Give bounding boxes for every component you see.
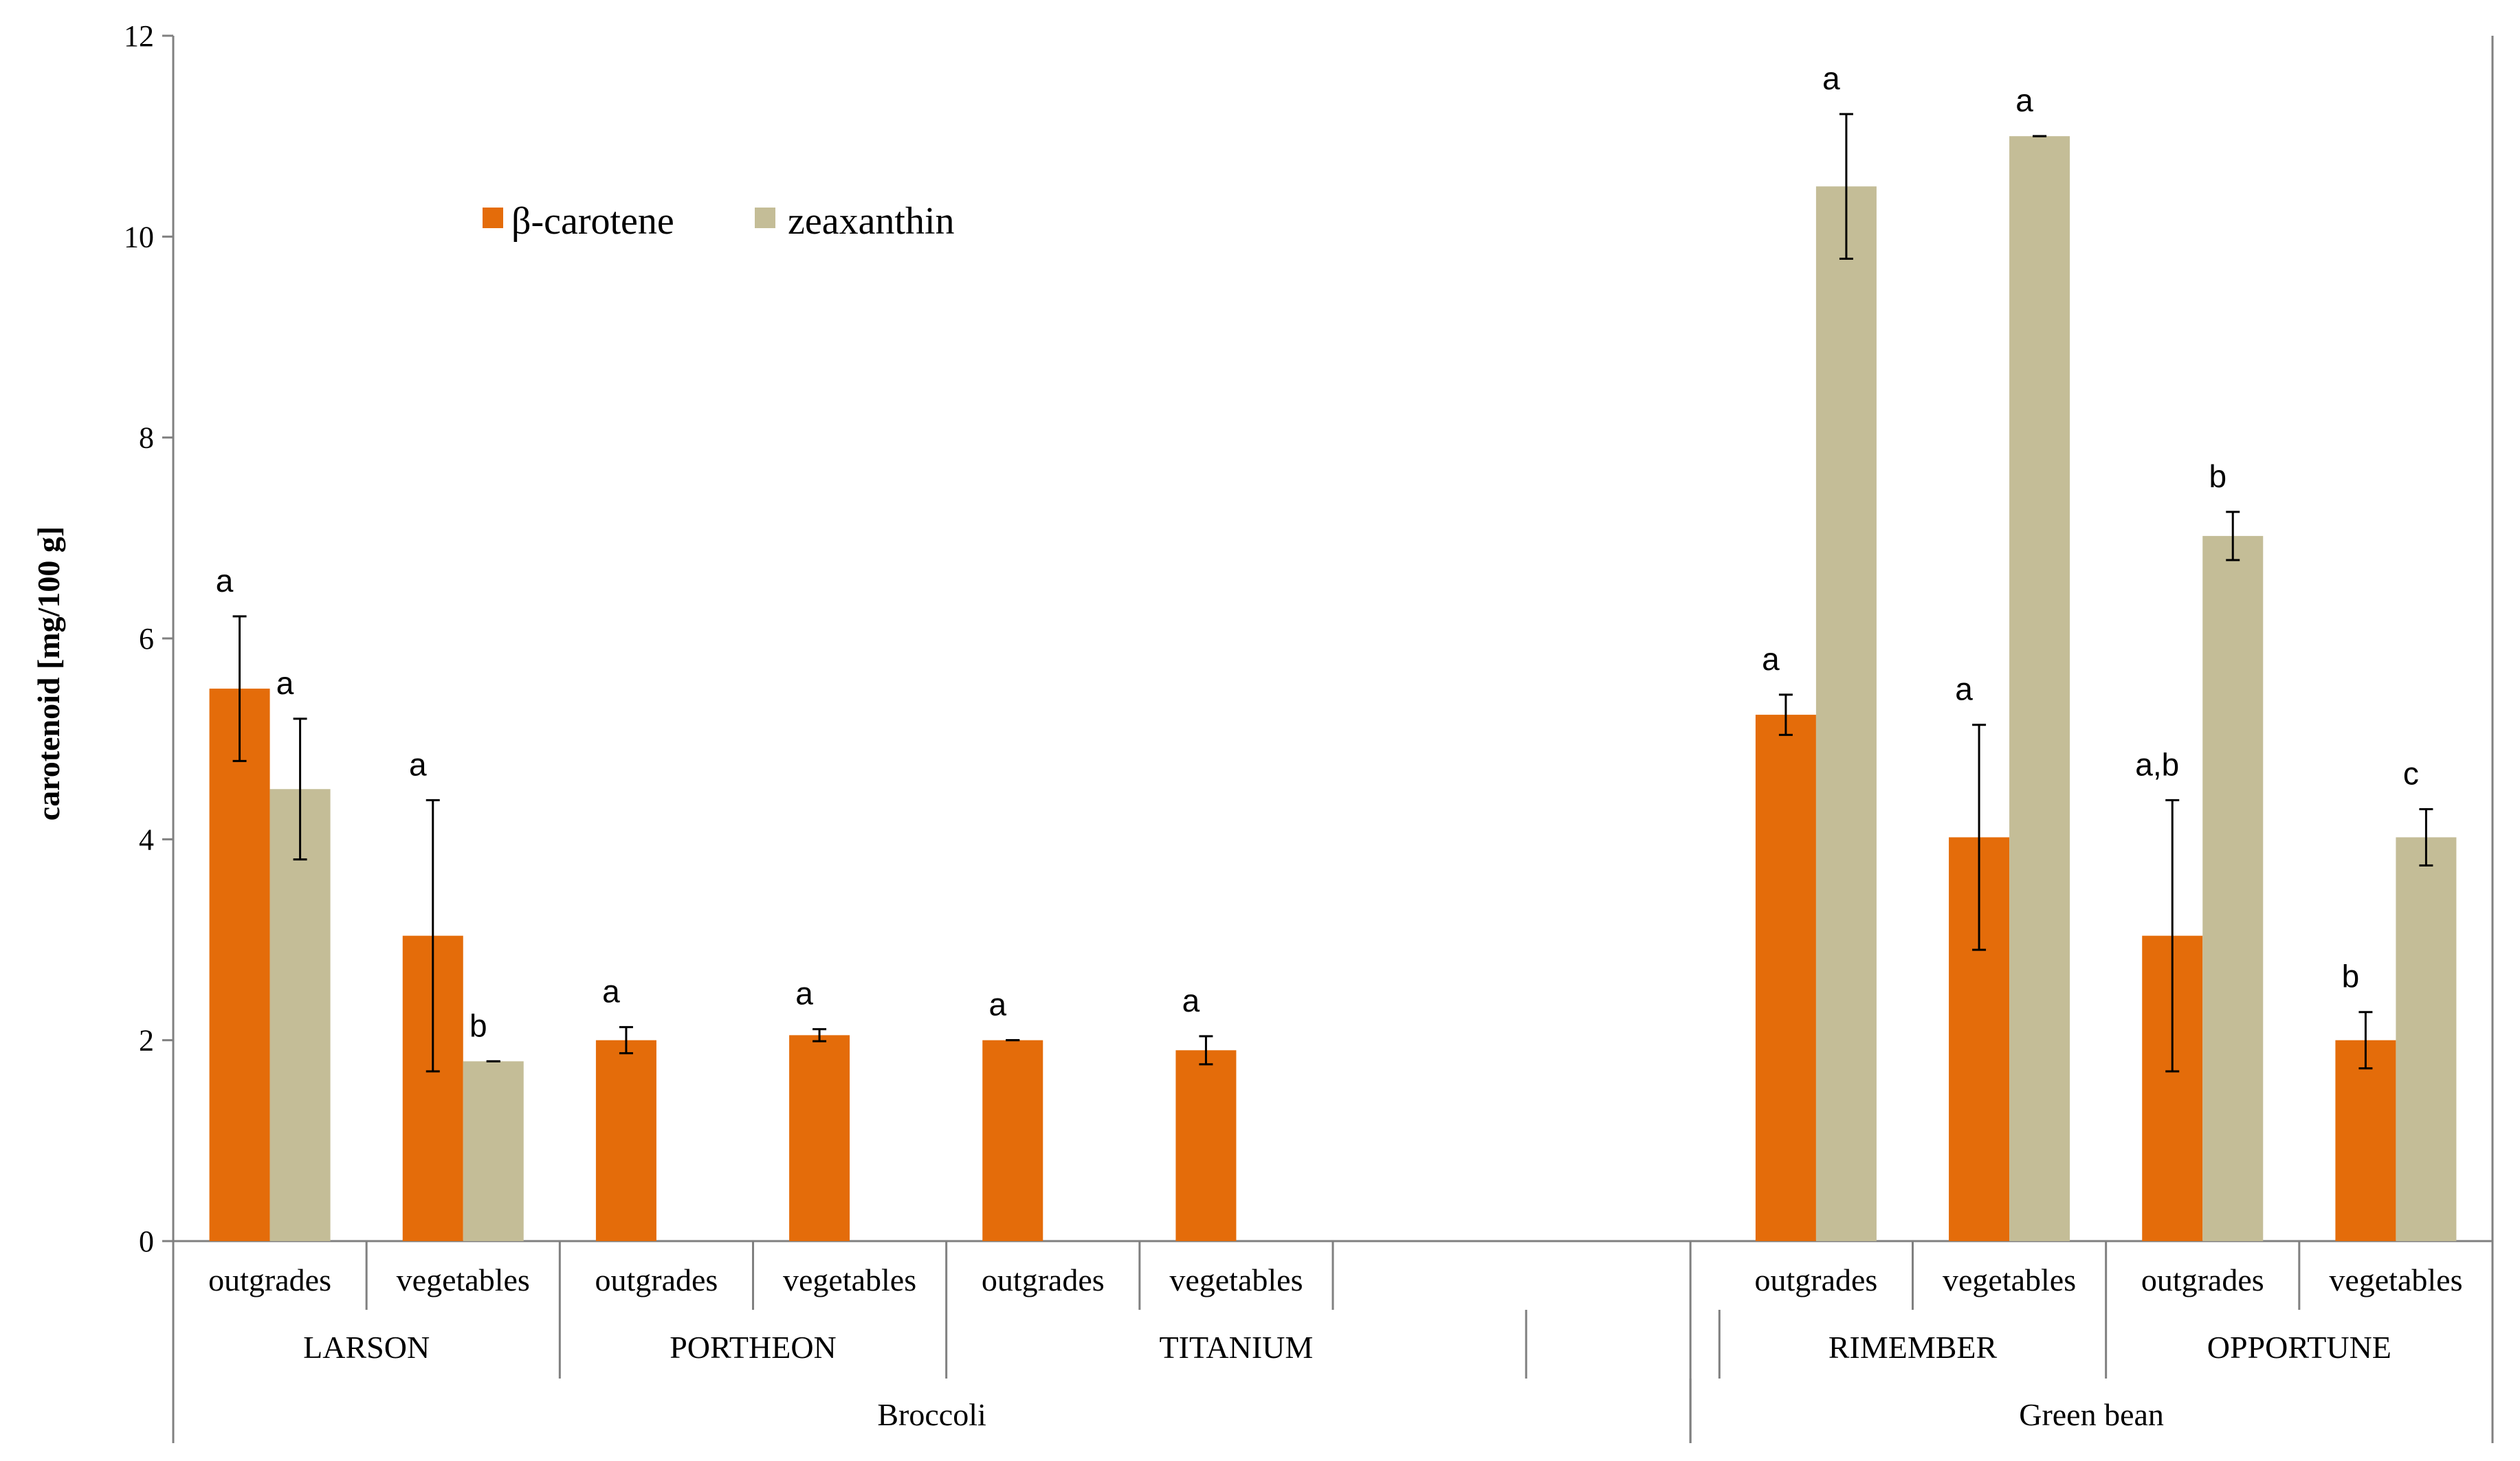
significance-letter: a [795, 976, 813, 1012]
bar-beta-carotene [1175, 1050, 1237, 1241]
x-axis-labels: outgrades vegetables outgrades vegetables ou… [208, 1262, 2462, 1432]
significance-letter: a [602, 974, 620, 1010]
bar-zeaxanthin [269, 789, 331, 1241]
axes: 0 2 4 6 8 10 12 [124, 19, 2494, 1443]
x-category-label: outgrades [208, 1262, 331, 1297]
significance-letter: a [216, 563, 234, 599]
significance-letter: b [2209, 458, 2226, 494]
bar-beta-carotene [1755, 715, 1816, 1241]
significance-letter: b [2342, 959, 2360, 994]
bar-zeaxanthin [2202, 535, 2264, 1242]
bar-beta-carotene [595, 1040, 656, 1241]
x-variety-label: TITANIUM [1160, 1330, 1314, 1365]
bar-zeaxanthin [463, 1061, 524, 1241]
x-category-label: vegetables [2329, 1262, 2462, 1297]
bar-beta-carotene [2335, 1040, 2396, 1241]
bar-beta-carotene [982, 1040, 1043, 1241]
significance-letter: a [2015, 82, 2033, 118]
x-crop-label: Green bean [2019, 1397, 2164, 1432]
significance-letter: a [409, 746, 427, 782]
significance-letter: a [1955, 671, 1973, 707]
significance-letter: c [2403, 755, 2419, 791]
x-variety-label: LARSON [303, 1330, 430, 1365]
x-variety-label: OPPORTUNE [2207, 1330, 2391, 1365]
y-tick-label: 10 [124, 220, 154, 254]
bar-zeaxanthin [2396, 837, 2457, 1241]
legend-swatch-zeaxanthin [755, 208, 775, 228]
y-tick-label: 6 [139, 622, 154, 656]
bar-beta-carotene [789, 1035, 850, 1241]
x-variety-label: PORTHEON [670, 1330, 837, 1365]
x-category-label: vegetables [1169, 1262, 1303, 1297]
significance-letter: a [1182, 983, 1200, 1018]
significance-letter: a [1762, 641, 1780, 677]
x-crop-label: Broccoli [877, 1397, 986, 1432]
significance-letters: a a a b a a a a a a a a a,b b b c [216, 60, 2419, 1043]
legend-swatch-beta-carotene [483, 208, 503, 228]
bar-zeaxanthin [2009, 136, 2070, 1242]
legend: β-carotene zeaxanthin [483, 200, 955, 243]
y-tick-label: 4 [139, 823, 154, 856]
significance-letter: a [1822, 60, 1840, 96]
bars [209, 136, 2457, 1242]
y-tick-label: 2 [139, 1024, 154, 1058]
x-category-label: outgrades [2141, 1262, 2264, 1297]
legend-label-beta-carotene: β-carotene [511, 200, 674, 243]
x-category-label: outgrades [1754, 1262, 1877, 1297]
x-category-label: vegetables [397, 1262, 530, 1297]
x-category-label: outgrades [595, 1262, 718, 1297]
y-tick-label: 0 [139, 1225, 154, 1258]
significance-letter: b [469, 1007, 487, 1043]
significance-letter: a [988, 987, 1006, 1023]
x-category-label: outgrades [982, 1262, 1105, 1297]
bar-beta-carotene [209, 689, 270, 1241]
y-tick-label: 8 [139, 421, 154, 455]
error-bars [232, 113, 2433, 1073]
y-axis-label: carotenoid [mg/100 g] [31, 526, 66, 821]
significance-letter: a,b [2135, 746, 2179, 782]
bar-zeaxanthin [1815, 186, 1877, 1241]
x-category-label: vegetables [1943, 1262, 2076, 1297]
legend-label-zeaxanthin: zeaxanthin [788, 200, 955, 243]
y-tick-label: 12 [124, 19, 154, 53]
x-category-label: vegetables [783, 1262, 916, 1297]
significance-letter: a [276, 665, 294, 701]
x-variety-label: RIMEMBER [1828, 1330, 1998, 1365]
